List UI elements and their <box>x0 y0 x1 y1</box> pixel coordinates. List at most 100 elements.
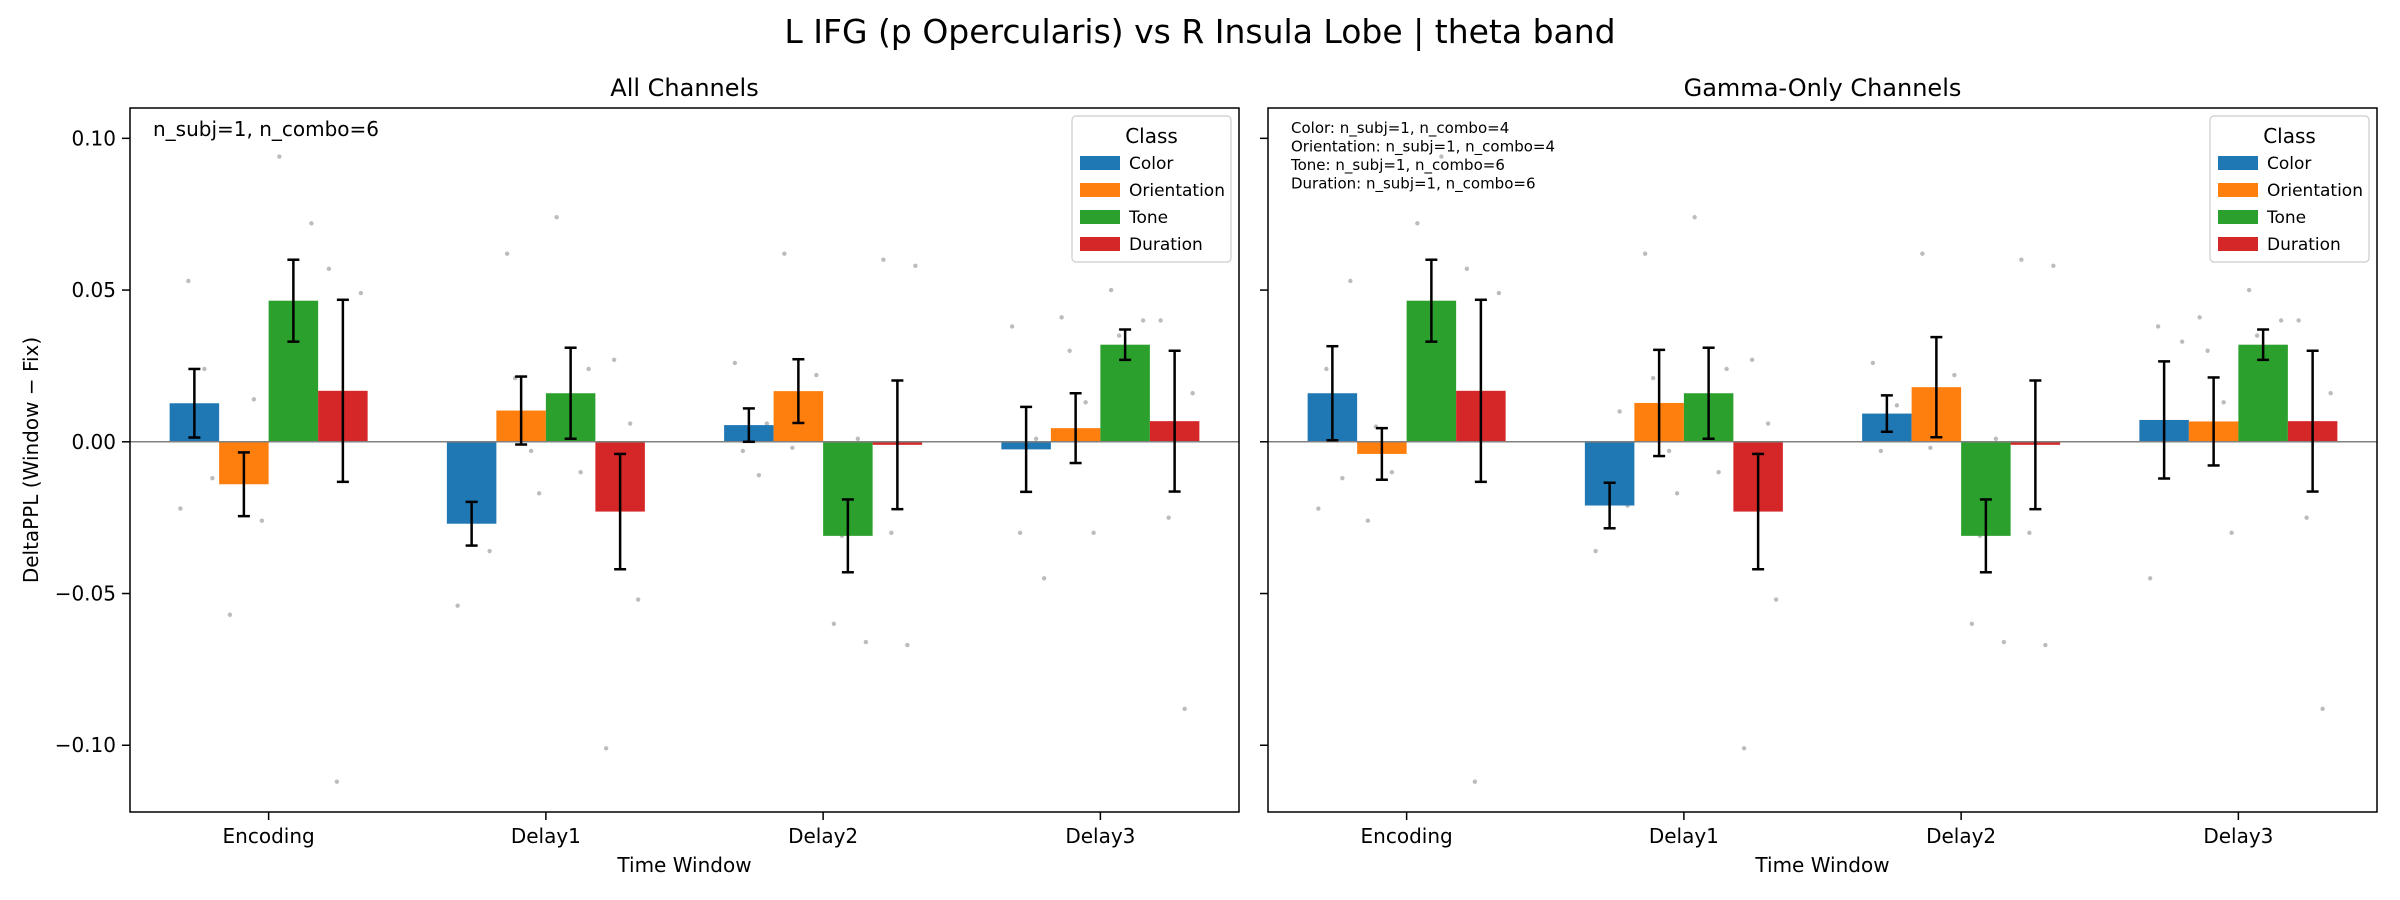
data-point <box>1348 278 1353 284</box>
data-point <box>1316 506 1321 511</box>
legend-label: Color <box>1129 154 1173 174</box>
data-point <box>2043 642 2048 648</box>
data-point <box>1464 266 1470 272</box>
data-point <box>1969 621 1975 627</box>
data-point <box>814 372 819 378</box>
data-point <box>1091 530 1096 536</box>
data-point <box>756 472 762 478</box>
legend-label: Color <box>2267 154 2311 174</box>
data-point <box>2051 263 2056 268</box>
x-tick-label: Delay2 <box>788 824 858 848</box>
x-tick-label: Delay3 <box>2203 824 2273 848</box>
data-point <box>603 746 609 751</box>
annotation-text: Orientation: n_subj=1, n_combo=4 <box>1291 138 1555 157</box>
data-point <box>1894 403 1900 408</box>
legend-swatch-orientation <box>1080 183 1120 197</box>
legend-label: Duration <box>2267 235 2341 255</box>
data-point <box>1415 221 1420 226</box>
data-point <box>277 154 282 159</box>
legend-swatch-duration <box>1080 237 1120 251</box>
data-point <box>1650 375 1656 381</box>
x-tick-label: Delay3 <box>1065 824 1135 848</box>
plot-frame <box>1267 107 2378 813</box>
legend: Class Color Orientation Tone Duration <box>2209 115 2370 263</box>
data-point <box>1067 348 1072 353</box>
data-point <box>1108 287 1114 293</box>
data-point <box>635 597 641 602</box>
legend-label: Orientation <box>1129 181 1225 201</box>
data-point <box>1692 215 1697 220</box>
data-point <box>1140 318 1146 323</box>
data-point <box>764 421 770 426</box>
annotation-text: Color: n_subj=1, n_combo=4 <box>1291 119 1509 138</box>
data-point <box>831 621 837 627</box>
data-point <box>178 506 183 511</box>
data-point <box>1952 372 1957 378</box>
legend-title: Class <box>2263 124 2316 148</box>
data-point <box>1749 357 1755 363</box>
data-point <box>627 421 633 426</box>
x-axis-label: Time Window <box>616 853 751 877</box>
data-point <box>1324 366 1329 372</box>
data-point <box>2229 530 2234 536</box>
data-point <box>2320 706 2325 712</box>
data-point <box>1033 436 1039 441</box>
data-point <box>1190 391 1195 396</box>
data-point <box>1083 400 1088 405</box>
data-point <box>2296 318 2301 323</box>
data-point <box>2001 639 2007 645</box>
data-point <box>1041 576 1047 581</box>
legend-swatch-duration <box>2218 237 2258 251</box>
data-point <box>1765 421 1771 426</box>
annotation-text: Tone: n_subj=1, n_combo=6 <box>1290 156 1505 175</box>
legend-label: Tone <box>2266 208 2306 228</box>
data-point <box>913 263 918 268</box>
data-point <box>536 491 542 496</box>
data-point <box>2155 324 2161 329</box>
data-point <box>1116 333 1122 338</box>
data-point <box>578 469 583 475</box>
data-point <box>1017 530 1023 536</box>
data-point <box>202 366 207 372</box>
x-tick-label: Delay1 <box>511 824 581 848</box>
plot-frame <box>129 107 1240 813</box>
data-point <box>905 642 910 648</box>
data-point <box>2019 257 2024 262</box>
legend-swatch-orientation <box>2218 183 2258 197</box>
data-point <box>358 290 364 296</box>
legend-title: Class <box>1125 124 1178 148</box>
data-point <box>740 448 746 454</box>
chart-panel-2: Gamma-Only Channels Encoding Delay1 Delay2 D… <box>1260 74 2378 877</box>
data-point <box>2304 515 2309 520</box>
data-point <box>186 278 191 284</box>
data-point <box>1674 491 1680 496</box>
legend-swatch-tone <box>1080 210 1120 224</box>
panel-title: Gamma-Only Channels <box>1684 74 1962 102</box>
data-point <box>2254 333 2260 338</box>
data-point <box>1059 315 1064 320</box>
data-point <box>1496 290 1502 296</box>
data-point <box>1439 154 1444 159</box>
data-point <box>210 476 215 481</box>
data-point <box>259 518 265 523</box>
x-tick-label: Encoding <box>223 824 315 848</box>
x-tick-label: Delay2 <box>1926 824 1996 848</box>
legend-box <box>1071 115 1232 263</box>
data-point <box>309 221 314 226</box>
chart-panel-1: All Channels 0.10 0.05 0.00 −0.05 −0.10 DeltaP… <box>19 74 1240 877</box>
plot-area <box>1268 108 2377 812</box>
data-point <box>1773 597 1779 602</box>
legend-label: Tone <box>1128 208 1168 228</box>
data-point <box>554 215 559 220</box>
data-point <box>1920 251 1925 256</box>
legend-box <box>2209 115 2370 263</box>
figure-title: L IFG (p Opercularis) vs R Insula Lobe |… <box>784 12 1615 51</box>
legend-swatch-color <box>2218 156 2258 170</box>
data-point <box>1389 469 1395 475</box>
data-point <box>1724 366 1729 372</box>
data-point <box>1666 448 1672 454</box>
data-point <box>2278 318 2284 323</box>
data-point <box>782 251 787 256</box>
data-point <box>1158 318 1163 323</box>
